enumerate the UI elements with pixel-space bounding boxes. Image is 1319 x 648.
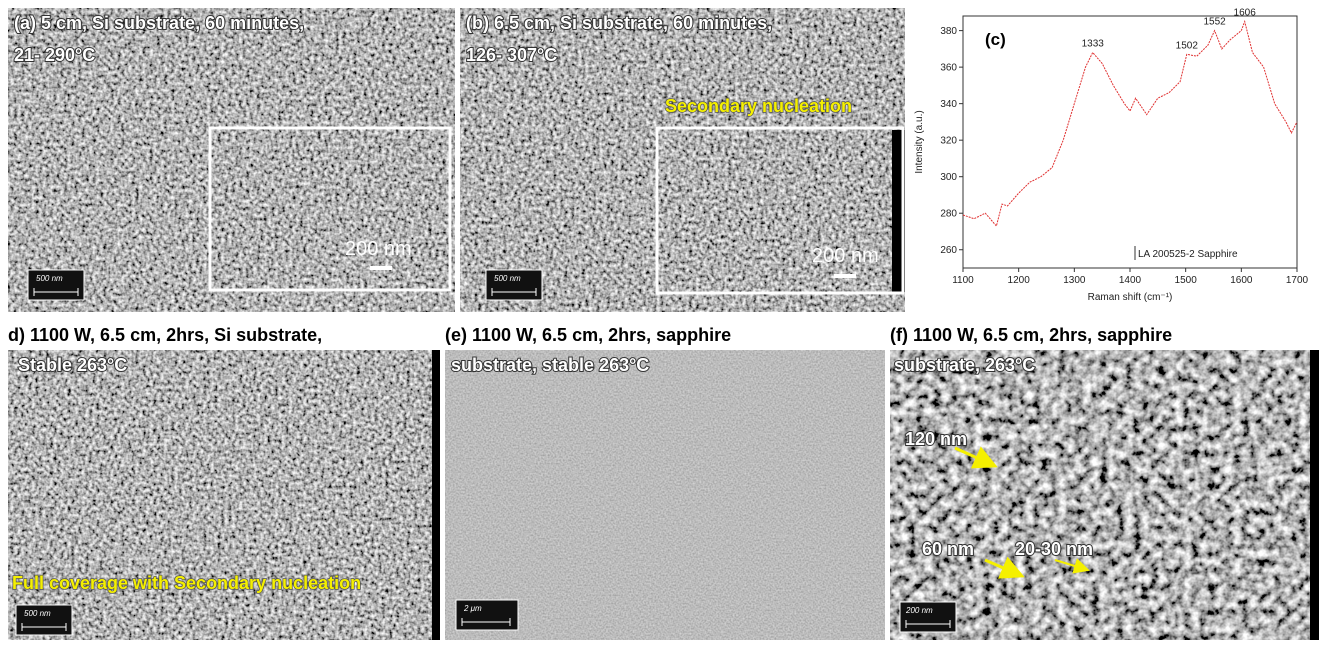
- scale-bar-label: 2 μm: [463, 604, 482, 613]
- legend-label: LA 200525-2 Sapphire: [1138, 249, 1238, 260]
- series-line: [963, 22, 1297, 227]
- peak-label: 1552: [1203, 17, 1226, 28]
- peak-label: 1333: [1082, 39, 1105, 50]
- sem-image: [445, 350, 885, 640]
- y-tick-label: 360: [940, 63, 957, 74]
- y-tick-label: 380: [940, 26, 957, 37]
- sem-image: [890, 350, 1310, 640]
- x-tick-label: 1700: [1286, 275, 1309, 286]
- figure: (a) 5 cm, Si substrate, 60 minutes, 21- …: [0, 0, 1319, 643]
- y-tick-label: 320: [940, 136, 957, 147]
- inset-scale: 200 nm: [812, 245, 879, 267]
- panel-title: 126- 307°C: [466, 45, 557, 65]
- inset-scale: 200 nm: [345, 238, 412, 260]
- panel-title: 21- 290°C: [14, 45, 95, 65]
- x-axis-label: Raman shift (cm⁻¹): [1088, 292, 1173, 303]
- scale-bar-label: 500 nm: [24, 609, 51, 618]
- sem-image: [8, 350, 432, 640]
- y-tick-label: 300: [940, 172, 957, 183]
- panel-title: Stable 263°C: [18, 355, 127, 375]
- plot-frame: [963, 16, 1297, 268]
- x-tick-label: 1300: [1063, 275, 1086, 286]
- scale-bar-label: 500 nm: [36, 274, 63, 283]
- y-tick-label: 280: [940, 209, 957, 220]
- edge: [1310, 350, 1319, 640]
- annotation: 120 nm: [905, 429, 967, 449]
- page: (a) 5 cm, Si substrate, 60 minutes, 21- …: [0, 0, 1319, 648]
- panel-label: (c): [985, 30, 1006, 49]
- annotation: Secondary nucleation: [665, 96, 852, 116]
- panel-title: (a) 5 cm, Si substrate, 60 minutes,: [14, 13, 304, 33]
- x-tick-label: 1500: [1175, 275, 1198, 286]
- annotation: 60 nm: [922, 539, 974, 559]
- annotation: Full coverage with Secondary nucleation: [12, 573, 361, 593]
- panel-title: (e) 1100 W, 6.5 cm, 2hrs, sapphire: [445, 325, 731, 345]
- scale-bar-label: 500 nm: [494, 274, 521, 283]
- annotation: 20-30 nm: [1015, 539, 1093, 559]
- y-axis-label: Intensity (a.u.): [914, 110, 925, 173]
- panel-title: (b) 6.5 cm, Si substrate, 60 minutes,: [466, 13, 772, 33]
- x-tick-label: 1100: [952, 275, 974, 286]
- raman-chart: (c) Raman shift (cm⁻¹) Intensity (a.u.) …: [914, 7, 1309, 303]
- panel-title: substrate, 263°C: [894, 355, 1035, 375]
- panel-title: d) 1100 W, 6.5 cm, 2hrs, Si substrate,: [8, 325, 322, 345]
- y-tick-label: 260: [940, 245, 957, 256]
- y-tick-label: 340: [940, 99, 957, 110]
- scale-bar-label: 200 nm: [905, 606, 933, 615]
- x-tick-label: 1600: [1230, 275, 1253, 286]
- peak-label: 1606: [1234, 7, 1257, 18]
- x-tick-label: 1200: [1008, 275, 1031, 286]
- x-tick-label: 1400: [1119, 275, 1142, 286]
- panel-title: (f) 1100 W, 6.5 cm, 2hrs, sapphire: [890, 325, 1172, 345]
- peak-label: 1502: [1176, 40, 1199, 51]
- panel-title: substrate, stable 263°C: [451, 355, 649, 375]
- edge: [432, 350, 440, 640]
